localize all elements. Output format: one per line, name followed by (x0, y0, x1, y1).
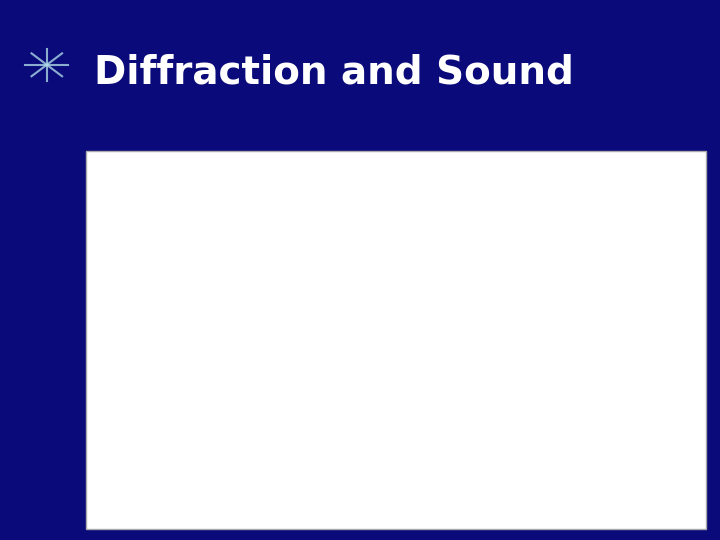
Text: $\mathbf{PD = |\ S_1B\ \mathbf{\cdot}\ S_2B\ | = |\ 3\lambda\ \mathbf{-}\ 4\lamb: $\mathbf{PD = |\ S_1B\ \mathbf{\cdot}\ S… (266, 168, 526, 186)
Text: PD = Path Difference: PD = Path Difference (99, 197, 248, 210)
Text: Crests: Crests (606, 210, 639, 220)
Text: $s_1$: $s_1$ (335, 512, 347, 524)
Text: Troughs: Troughs (606, 226, 647, 237)
Text: $s_2$: $s_2$ (445, 512, 457, 524)
FancyBboxPatch shape (558, 192, 679, 247)
Text: Point
B: Point B (382, 346, 408, 367)
Text: KEY:: KEY: (570, 199, 595, 208)
Text: $4\lambda$: $4\lambda$ (423, 433, 438, 445)
Text: Diffraction and Sound: Diffraction and Sound (94, 54, 573, 92)
Text: (in terms of λ's): (in terms of λ's) (99, 221, 211, 234)
Text: $3\lambda$: $3\lambda$ (333, 430, 347, 442)
